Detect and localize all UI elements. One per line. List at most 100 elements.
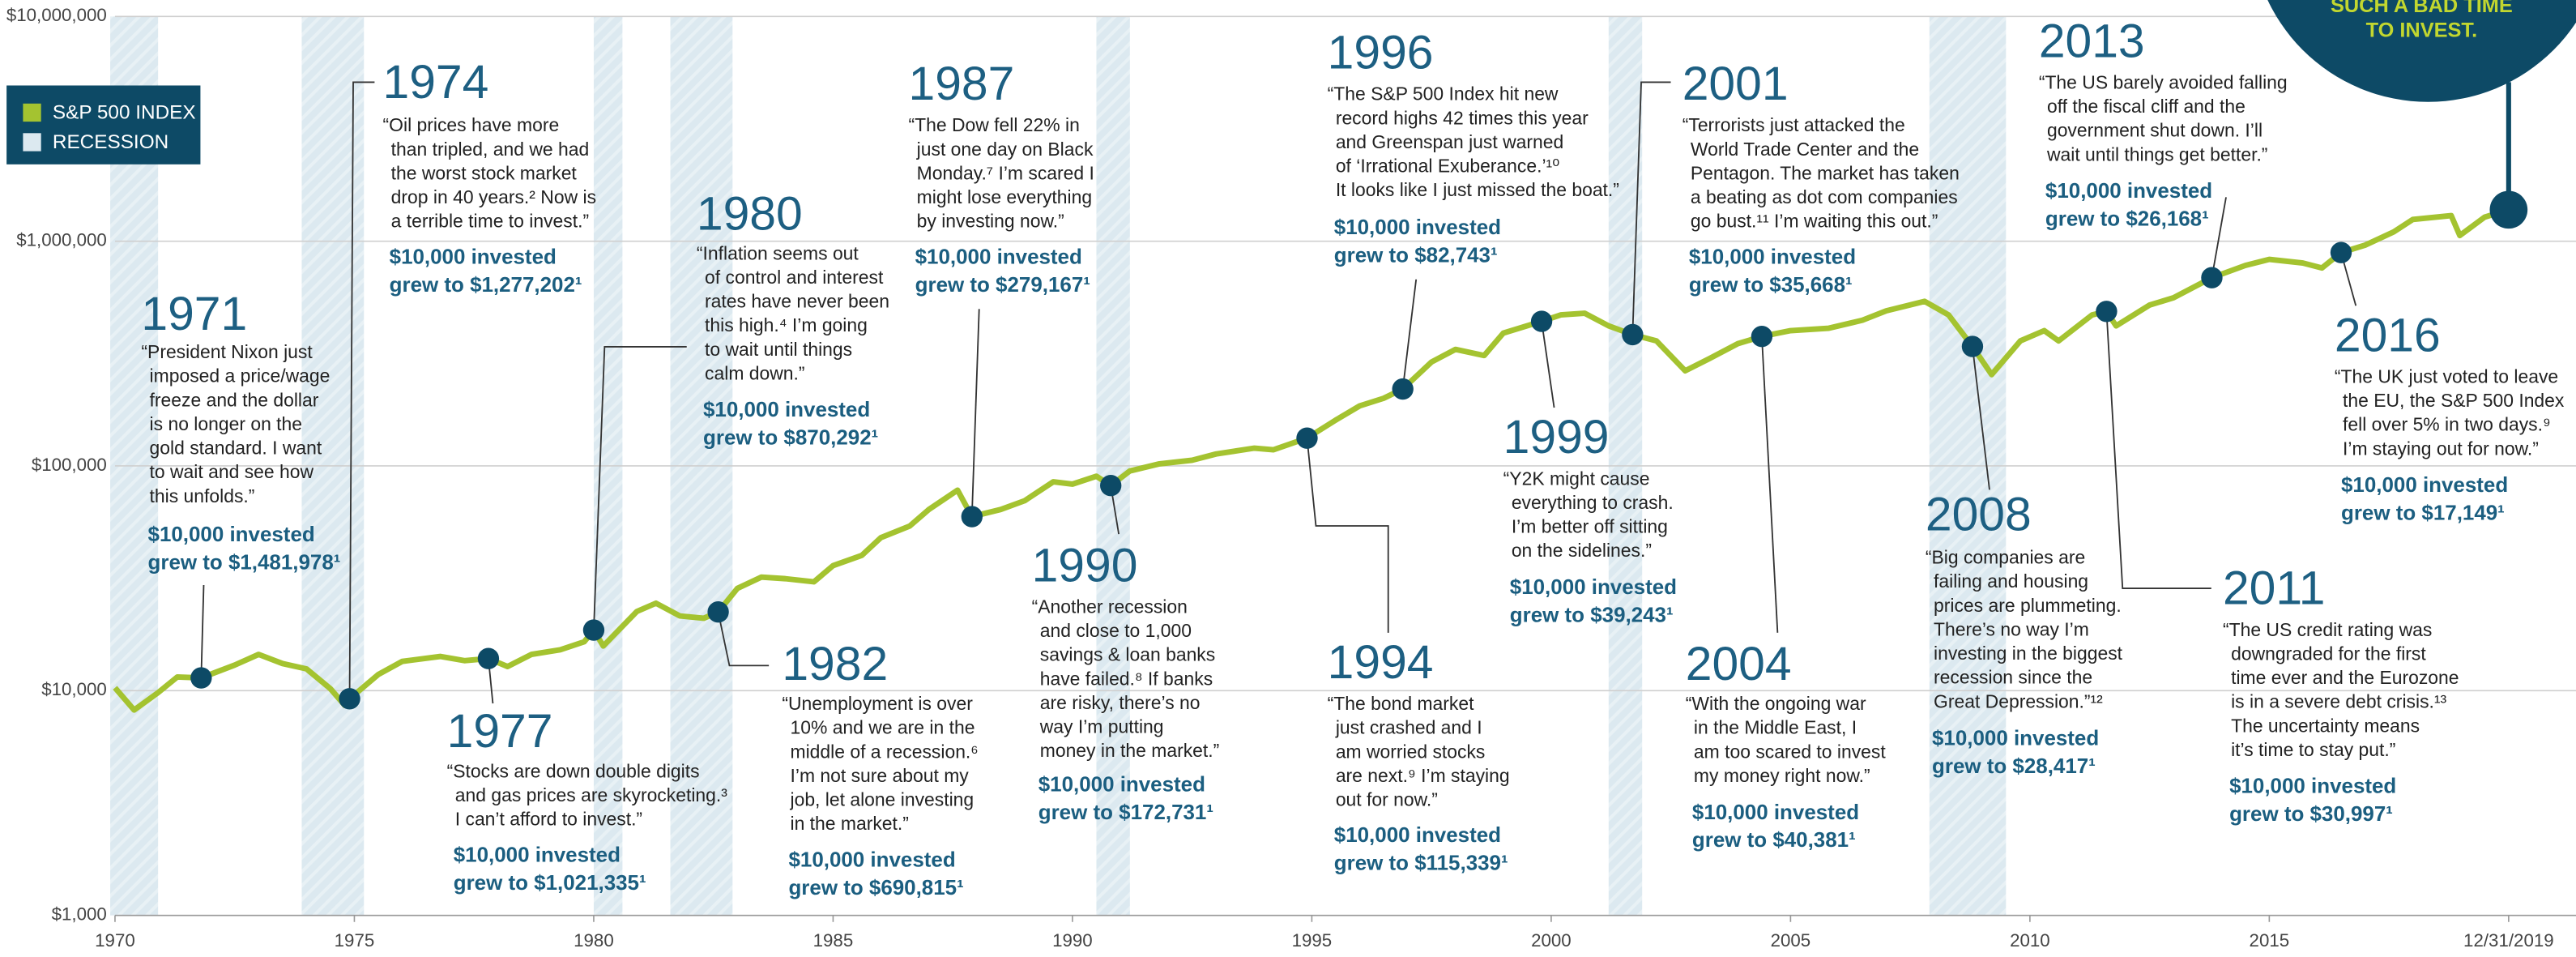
event-invested: grew to $35,668¹ xyxy=(1689,274,1853,297)
leader-line xyxy=(593,346,687,630)
event-year: 1994 xyxy=(1328,636,1434,689)
event-quote: “The US credit rating was xyxy=(2223,619,2432,640)
legend-swatch xyxy=(23,133,41,152)
event-invested: $10,000 invested xyxy=(1510,576,1677,599)
event-quote: I can’t afford to invest.” xyxy=(455,808,642,829)
event-year: 1999 xyxy=(1503,411,1610,464)
event-quote: “The UK just voted to leave xyxy=(2335,366,2558,387)
x-tick-label: 2015 xyxy=(2250,930,2290,951)
event-marker xyxy=(1100,474,1122,497)
event-quote: Great Depression.”¹² xyxy=(1934,690,2103,711)
leader-line xyxy=(2105,311,2211,589)
corner-note: TO INVEST. xyxy=(2366,19,2478,41)
event-quote: prices are plummeting. xyxy=(1934,595,2122,616)
event-marker xyxy=(1751,325,1773,348)
event-quote: and Greenspan just warned xyxy=(1336,131,1563,152)
leader-line xyxy=(1401,279,1418,390)
leader-line xyxy=(1761,336,1779,633)
event-marker xyxy=(707,601,729,623)
event-quote: of ‘Irrational Exuberance.’¹⁰ xyxy=(1336,156,1560,177)
event-invested: grew to $115,339¹ xyxy=(1334,852,1508,875)
event-quote: out for now.” xyxy=(1336,789,1438,810)
event-quote: just one day on Black xyxy=(916,139,1094,160)
event-invested: grew to $1,481,978¹ xyxy=(148,552,341,575)
event-quote: job, let alone investing xyxy=(789,789,974,810)
event-year: 2013 xyxy=(2039,15,2145,67)
x-tick-label: 1980 xyxy=(574,930,614,951)
event-quote: “The bond market xyxy=(1328,693,1474,714)
x-tick-label: 1975 xyxy=(335,930,375,951)
event-quote: might lose everything xyxy=(917,186,1092,207)
event-quote: just crashed and I xyxy=(1335,717,1482,738)
y-tick-label: $1,000 xyxy=(52,904,107,925)
event-year: 1990 xyxy=(1032,539,1138,592)
event-quote: savings & loan banks xyxy=(1040,644,1215,665)
leader-line xyxy=(1972,346,1990,490)
event-quote: I’m not sure about my xyxy=(790,765,969,786)
event-invested: $10,000 invested xyxy=(1039,773,1205,796)
event-quote: and close to 1,000 xyxy=(1040,620,1192,641)
event-quote: of control and interest xyxy=(705,267,884,288)
event-year: 1996 xyxy=(1328,27,1434,79)
event-quote: “Oil prices have more xyxy=(383,114,560,135)
event-quote: “The S&P 500 Index hit new xyxy=(1328,83,1559,105)
leader-line xyxy=(1306,438,1389,633)
event-marker xyxy=(1961,335,1984,357)
event-quote: drop in 40 years.² Now is xyxy=(391,186,596,207)
event-invested: $10,000 invested xyxy=(1692,801,1859,824)
x-tick-label: 1995 xyxy=(1292,930,1333,951)
event-quote: government shut down. I’ll xyxy=(2047,120,2263,141)
event-invested: grew to $28,417¹ xyxy=(1932,755,2096,778)
event-quote: and gas prices are skyrocketing.³ xyxy=(455,784,727,805)
event-quote: in the Middle East, I xyxy=(1694,717,1857,738)
event-year: 2016 xyxy=(2335,309,2441,361)
event-marker xyxy=(961,506,983,528)
event-invested: $10,000 invested xyxy=(1334,216,1501,239)
event-quote: It looks like I just missed the boat.” xyxy=(1336,179,1619,200)
event-quote: the EU, the S&P 500 Index xyxy=(2343,390,2565,411)
event-year: 1987 xyxy=(909,58,1015,110)
event-quote: 10% and we are in the xyxy=(790,717,975,738)
event-quote: “Another recession xyxy=(1032,596,1188,617)
event-year: 2001 xyxy=(1683,58,1789,110)
event-quote: on the sidelines.” xyxy=(1512,540,1652,561)
event-quote: am worried stocks xyxy=(1336,741,1486,762)
event-invested: $10,000 invested xyxy=(2341,474,2508,497)
event-quote: a beating as dot com companies xyxy=(1691,186,1958,207)
corner-note: SUCH A BAD TIME xyxy=(2331,0,2513,17)
event-quote: “The Dow fell 22% in xyxy=(909,114,1080,135)
event-invested: $10,000 invested xyxy=(915,246,1082,268)
event-quote: this high.⁴ I’m going xyxy=(705,314,868,335)
legend-label: S&P 500 INDEX xyxy=(53,101,196,123)
event-invested: grew to $82,743¹ xyxy=(1334,244,1498,267)
event-year: 1971 xyxy=(141,288,247,340)
event-quote: record highs 42 times this year xyxy=(1336,107,1589,128)
event-quote: Monday.⁷ I’m scared I xyxy=(917,162,1094,183)
event-quote: this unfolds.” xyxy=(150,485,255,506)
event-marker xyxy=(582,619,605,641)
x-tick-label: 1970 xyxy=(95,930,135,951)
event-quote: it’s time to stay put.” xyxy=(2231,739,2395,760)
event-quote: rates have never been xyxy=(705,291,889,312)
event-quote: Pentagon. The market has taken xyxy=(1691,162,1960,183)
event-quote: “Big companies are xyxy=(1926,547,2085,568)
y-tick-label: $10,000 xyxy=(41,679,107,699)
event-quote: are next.⁹ I’m staying xyxy=(1336,765,1510,786)
event-quote: everything to crash. xyxy=(1512,492,1674,513)
event-invested: $10,000 invested xyxy=(148,523,315,546)
event-quote: is no longer on the xyxy=(150,413,302,434)
event-quote: in the market.” xyxy=(790,813,908,834)
event-marker xyxy=(2201,267,2223,288)
event-invested: $10,000 invested xyxy=(788,849,955,872)
x-tick-label: 2010 xyxy=(2010,930,2050,951)
event-marker xyxy=(2330,241,2352,263)
event-quote: the worst stock market xyxy=(391,162,578,183)
event-invested: $10,000 invested xyxy=(454,844,621,867)
event-year: 1974 xyxy=(383,56,489,109)
event-quote: “President Nixon just xyxy=(141,341,313,362)
y-tick-label: $100,000 xyxy=(32,455,107,475)
event-invested: grew to $17,149¹ xyxy=(2341,502,2505,525)
end-marker xyxy=(2489,190,2528,229)
event-invested: grew to $26,168¹ xyxy=(2045,208,2209,231)
event-marker xyxy=(1530,310,1553,332)
